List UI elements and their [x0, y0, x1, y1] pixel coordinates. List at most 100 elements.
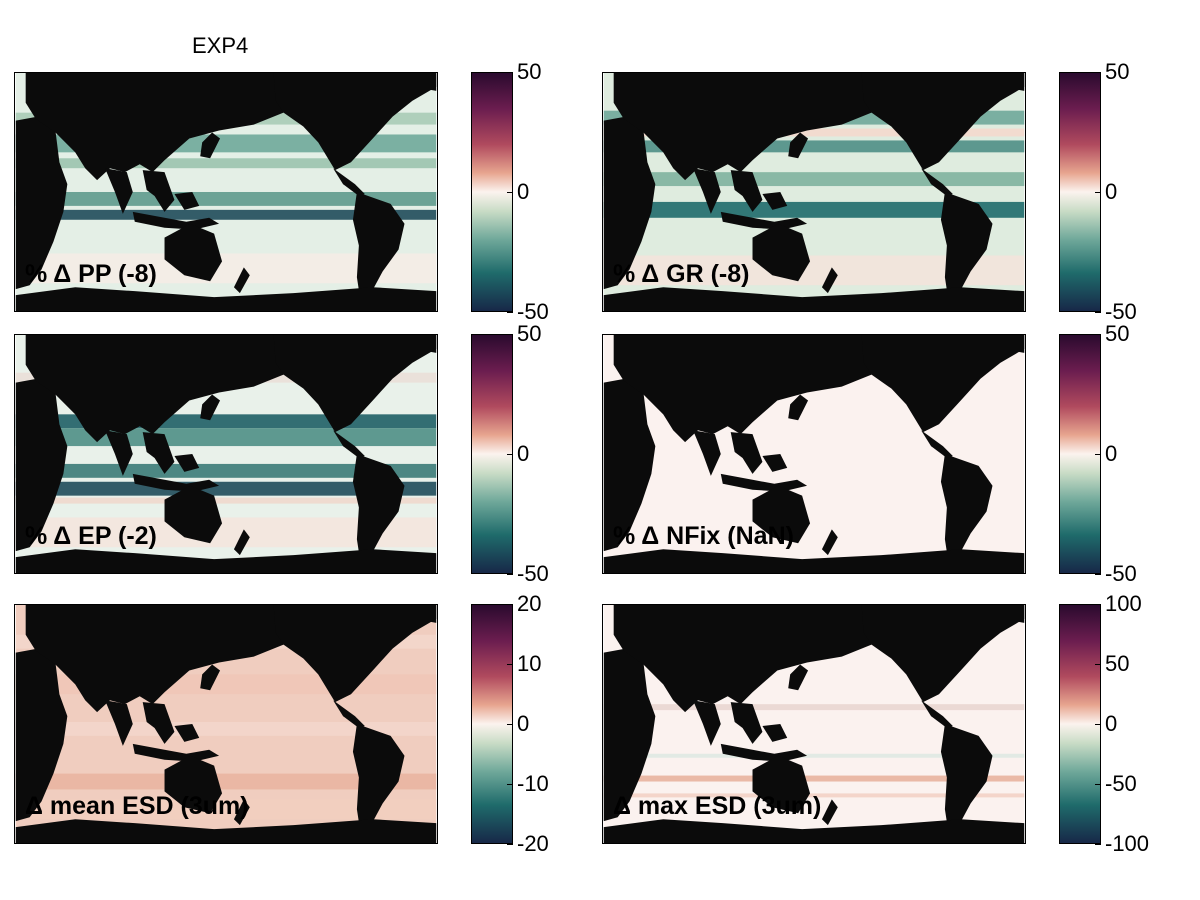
ocean-anomaly-band [603, 704, 1025, 711]
colorbar-tick-mark [1095, 192, 1101, 193]
land-polygon [730, 702, 763, 744]
land-polygon [142, 432, 175, 474]
land-polygon [788, 132, 809, 159]
colorbar-tick-mark [1095, 334, 1101, 335]
colorbar-tick-label: 20 [517, 591, 542, 616]
land-polygon [273, 73, 437, 171]
land-polygon [15, 648, 68, 822]
land-polygon [613, 73, 1025, 181]
colorbar-tick-mark [1095, 312, 1101, 313]
colorbar-tick-label: -50 [517, 561, 549, 586]
land-masses [603, 73, 1025, 311]
land-polygon [762, 724, 788, 742]
ocean-anomaly-band [15, 481, 437, 496]
land-polygon [105, 430, 133, 476]
land-polygon [752, 755, 811, 814]
colorbar [1059, 72, 1101, 312]
land-polygon [821, 267, 838, 294]
colorbar-tick-label: -50 [1105, 561, 1137, 586]
world-map [15, 605, 437, 843]
colorbar-tick-label: 50 [1105, 651, 1130, 676]
colorbar-tick-mark [1095, 574, 1101, 575]
land-polygon [164, 755, 223, 814]
land-polygon [273, 335, 437, 433]
colorbar-tick-mark [507, 72, 513, 73]
world-map [603, 73, 1025, 311]
colorbar-tick-label: 0 [1105, 441, 1118, 466]
land-polygon [720, 211, 808, 230]
land-polygon [613, 335, 1025, 443]
colorbar-tick-label: 50 [1105, 59, 1130, 84]
land-polygon [333, 168, 365, 196]
land-polygon [861, 73, 1025, 171]
land-polygon [861, 605, 1025, 703]
colorbar-tick-mark [1095, 844, 1101, 845]
map-panel-gr: % Δ GR (-8) [602, 72, 1026, 312]
world-map [15, 335, 437, 573]
land-polygon [15, 116, 68, 290]
land-polygon [164, 485, 223, 544]
colorbar-tick-label: 0 [517, 179, 530, 204]
land-polygon [752, 485, 811, 544]
land-polygon [352, 724, 405, 836]
colorbar [1059, 604, 1101, 844]
land-polygon [164, 223, 223, 282]
colorbar-tick-label: -100 [1105, 831, 1150, 856]
colorbar-tick-label: 0 [517, 711, 530, 736]
land-polygon [762, 192, 788, 210]
map-panel-ep: % Δ EP (-2) [14, 334, 438, 574]
ocean-anomaly-band [15, 773, 437, 790]
ocean-anomaly-band [603, 775, 1025, 782]
land-polygon [233, 529, 250, 556]
land-masses [15, 335, 437, 573]
land-polygon [821, 799, 838, 826]
land-polygon [603, 378, 656, 552]
land-polygon [821, 529, 838, 556]
land-polygon [174, 192, 200, 210]
land-polygon [613, 605, 1025, 713]
land-polygon [142, 170, 175, 212]
ocean-anomaly-band [603, 172, 1025, 187]
land-polygon [921, 168, 953, 196]
land-polygon [352, 192, 405, 304]
world-map [15, 73, 437, 311]
colorbar-tick-label: -50 [1105, 299, 1137, 324]
land-polygon [174, 724, 200, 742]
colorbar-tick-mark [1095, 724, 1101, 725]
colorbar-tick-mark [1095, 72, 1101, 73]
colorbar [1059, 334, 1101, 574]
land-polygon [730, 432, 763, 474]
land-polygon [132, 211, 220, 230]
land-polygon [200, 394, 221, 421]
colorbar-tick-label: 0 [517, 441, 530, 466]
map-panel-max-esd: Δ max ESD (3um) [602, 604, 1026, 844]
land-polygon [720, 473, 808, 492]
panel-label: Δ mean ESD (3um) [25, 792, 249, 820]
land-polygon [273, 605, 437, 703]
colorbar-tick-mark [1095, 664, 1101, 665]
land-polygon [762, 454, 788, 472]
figure-title: EXP4 [192, 33, 249, 58]
colorbar-tick-mark [1095, 604, 1101, 605]
land-polygon [603, 287, 1025, 311]
land-polygon [730, 170, 763, 212]
land-polygon [940, 454, 993, 566]
colorbar-tick-mark [507, 784, 513, 785]
land-polygon [174, 454, 200, 472]
land-polygon [105, 700, 133, 746]
colorbar-tick-mark [507, 312, 513, 313]
colorbar-tick-mark [507, 334, 513, 335]
ocean-anomaly-band [15, 209, 437, 220]
ocean-anomaly-band [15, 799, 437, 820]
colorbar-tick-mark [507, 844, 513, 845]
world-map [603, 605, 1025, 843]
colorbar-tick-label: -50 [1105, 771, 1137, 796]
colorbar-tick-label: -50 [517, 299, 549, 324]
land-polygon [333, 700, 365, 728]
panel-label: % Δ GR (-8) [613, 260, 750, 288]
land-polygon [15, 549, 437, 573]
panel-label: % Δ PP (-8) [25, 260, 157, 288]
land-masses [15, 605, 437, 843]
colorbar-tick-label: 50 [517, 321, 542, 346]
land-polygon [752, 223, 811, 282]
